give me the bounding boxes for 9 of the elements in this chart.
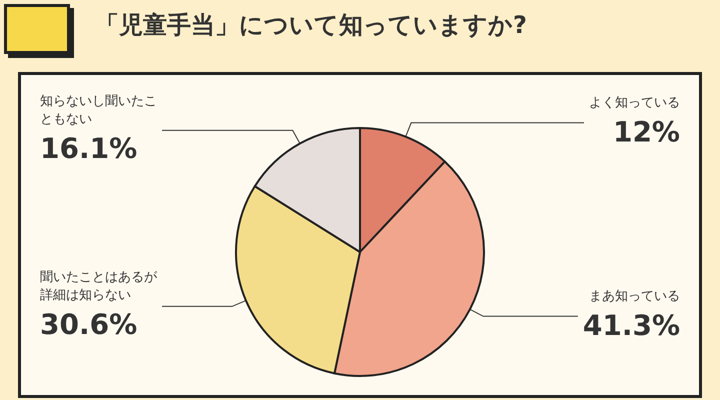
chart-title: 「児童手当」について知っていますか? xyxy=(95,11,527,39)
slice-label: まあ知っている xyxy=(589,288,680,304)
slice-label: 知らないし聞いたこともない xyxy=(40,94,157,127)
data-label: 30.6% xyxy=(40,308,138,341)
slice-label: よく知っている xyxy=(589,95,680,110)
data-label: 16.1% xyxy=(40,132,138,165)
data-label: 41.3% xyxy=(582,308,680,342)
data-label: 12% xyxy=(612,115,680,148)
slice-label: 聞いたことはあるが詳細は知らない xyxy=(40,270,158,303)
